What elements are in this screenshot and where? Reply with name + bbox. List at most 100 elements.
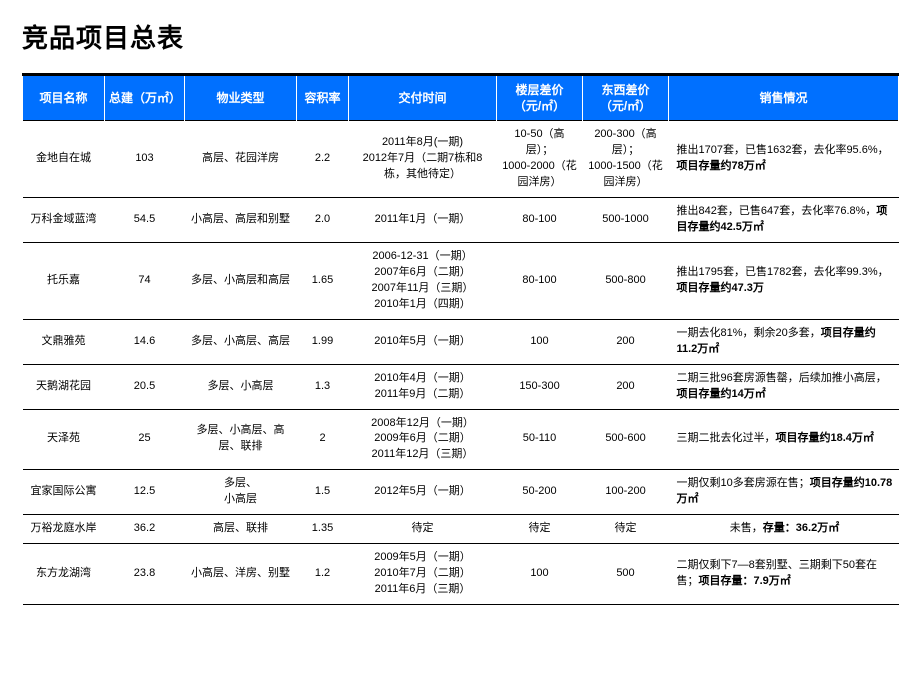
cell-ewdiff: 500-600 xyxy=(583,409,669,470)
sales-text: 二期三批96套房源售罄，后续加推小高层， xyxy=(677,372,887,384)
cell-far: 1.35 xyxy=(297,515,349,544)
cell-area: 36.2 xyxy=(105,515,185,544)
cell-area: 14.6 xyxy=(105,319,185,364)
cell-floordiff: 80-100 xyxy=(497,198,583,243)
cell-ptype: 多层、小高层、高层 xyxy=(185,319,297,364)
cell-delivery: 2010年5月（一期） xyxy=(349,319,497,364)
cell-far: 1.3 xyxy=(297,364,349,409)
cell-ptype: 小高层、洋房、别墅 xyxy=(185,544,297,605)
sales-bold: 存量：36.2万㎡ xyxy=(763,522,839,534)
cell-area: 54.5 xyxy=(105,198,185,243)
cell-name: 天泽苑 xyxy=(23,409,105,470)
header-row: 项目名称 总建（万㎡） 物业类型 容积率 交付时间 楼层差价（元/㎡） 东西差价… xyxy=(23,75,899,121)
cell-far: 1.2 xyxy=(297,544,349,605)
sales-text: 推出1795套，已售1782套，去化率99.3%， xyxy=(677,266,889,278)
table-row: 万裕龙庭水岸36.2高层、联排1.35待定待定待定未售，存量：36.2万㎡ xyxy=(23,515,899,544)
cell-name: 万裕龙庭水岸 xyxy=(23,515,105,544)
cell-area: 12.5 xyxy=(105,470,185,515)
cell-ewdiff: 200 xyxy=(583,364,669,409)
sales-text: 推出1707套，已售1632套，去化率95.6%， xyxy=(677,144,889,156)
cell-area: 74 xyxy=(105,243,185,320)
cell-delivery: 2012年5月（一期） xyxy=(349,470,497,515)
cell-floordiff: 100 xyxy=(497,544,583,605)
sales-bold: 项目存量约14万㎡ xyxy=(677,388,766,400)
cell-delivery: 待定 xyxy=(349,515,497,544)
cell-far: 1.99 xyxy=(297,319,349,364)
sales-bold: 项目存量约18.4万㎡ xyxy=(776,432,874,444)
cell-ewdiff: 100-200 xyxy=(583,470,669,515)
sales-bold: 项目存量：7.9万㎡ xyxy=(699,575,791,587)
cell-delivery: 2006-12-31（一期）2007年6月（二期）2007年11月（三期）201… xyxy=(349,243,497,320)
col-name: 项目名称 xyxy=(23,75,105,121)
table-head: 项目名称 总建（万㎡） 物业类型 容积率 交付时间 楼层差价（元/㎡） 东西差价… xyxy=(23,75,899,121)
table-row: 东方龙湖湾23.8小高层、洋房、别墅1.22009年5月（一期）2010年7月（… xyxy=(23,544,899,605)
cell-far: 1.65 xyxy=(297,243,349,320)
cell-floordiff: 10-50（高层）；1000-2000（花园洋房） xyxy=(497,121,583,198)
col-sales: 销售情况 xyxy=(669,75,899,121)
col-ptype: 物业类型 xyxy=(185,75,297,121)
sales-text: 一期去化81%，剩余20多套， xyxy=(677,327,821,339)
cell-sales: 推出1707套，已售1632套，去化率95.6%， 项目存量约78万㎡ xyxy=(669,121,899,198)
cell-ewdiff: 500-800 xyxy=(583,243,669,320)
cell-name: 托乐嘉 xyxy=(23,243,105,320)
cell-name: 万科金域蓝湾 xyxy=(23,198,105,243)
table-body: 金地自在城103高层、花园洋房2.22011年8月(一期)2012年7月（二期7… xyxy=(23,121,899,605)
page-root: 竞品项目总表 项目名称 总建（万㎡） 物业类型 容积率 交付时间 楼层差价（元/… xyxy=(0,0,920,605)
cell-name: 金地自在城 xyxy=(23,121,105,198)
cell-floordiff: 150-300 xyxy=(497,364,583,409)
cell-name: 宜家国际公寓 xyxy=(23,470,105,515)
col-area: 总建（万㎡） xyxy=(105,75,185,121)
cell-area: 25 xyxy=(105,409,185,470)
cell-sales: 一期去化81%，剩余20多套，项目存量约11.2万㎡ xyxy=(669,319,899,364)
sales-text: 三期二批去化过半， xyxy=(677,432,776,444)
sales-text: 推出842套，已售647套，去化率76.8%， xyxy=(677,205,877,217)
cell-sales: 三期二批去化过半，项目存量约18.4万㎡ xyxy=(669,409,899,470)
table-row: 天鹅湖花园20.5多层、小高层1.32010年4月（一期）2011年9月（二期）… xyxy=(23,364,899,409)
col-delivery: 交付时间 xyxy=(349,75,497,121)
table-row: 文鼎雅苑14.6多层、小高层、高层1.992010年5月（一期）100200一期… xyxy=(23,319,899,364)
cell-ptype: 多层、小高层 xyxy=(185,470,297,515)
cell-ewdiff: 500 xyxy=(583,544,669,605)
cell-name: 东方龙湖湾 xyxy=(23,544,105,605)
cell-floordiff: 50-200 xyxy=(497,470,583,515)
sales-bold: 项目存量约78万㎡ xyxy=(677,160,766,172)
table-row: 万科金域蓝湾54.5小高层、高层和别墅2.02011年1月（一期）80-1005… xyxy=(23,198,899,243)
sales-text: 一期仅剩10多套房源在售； xyxy=(677,477,810,489)
cell-sales: 推出1795套，已售1782套，去化率99.3%， 项目存量约47.3万 xyxy=(669,243,899,320)
cell-delivery: 2008年12月（一期）2009年6月（二期）2011年12月（三期） xyxy=(349,409,497,470)
cell-ewdiff: 200 xyxy=(583,319,669,364)
cell-ptype: 多层、小高层和高层 xyxy=(185,243,297,320)
col-floordiff: 楼层差价（元/㎡） xyxy=(497,75,583,121)
cell-floordiff: 50-110 xyxy=(497,409,583,470)
cell-ewdiff: 200-300（高层）；1000-1500（花园洋房） xyxy=(583,121,669,198)
cell-ptype: 高层、花园洋房 xyxy=(185,121,297,198)
cell-ptype: 高层、联排 xyxy=(185,515,297,544)
cell-delivery: 2009年5月（一期）2010年7月（二期）2011年6月（三期） xyxy=(349,544,497,605)
cell-far: 2.0 xyxy=(297,198,349,243)
cell-area: 23.8 xyxy=(105,544,185,605)
col-ewdiff: 东西差价（元/㎡） xyxy=(583,75,669,121)
table-row: 托乐嘉74多层、小高层和高层1.652006-12-31（一期）2007年6月（… xyxy=(23,243,899,320)
cell-area: 103 xyxy=(105,121,185,198)
competitor-table: 项目名称 总建（万㎡） 物业类型 容积率 交付时间 楼层差价（元/㎡） 东西差价… xyxy=(22,73,899,605)
cell-sales: 二期三批96套房源售罄，后续加推小高层， 项目存量约14万㎡ xyxy=(669,364,899,409)
cell-ptype: 多层、小高层 xyxy=(185,364,297,409)
cell-floordiff: 80-100 xyxy=(497,243,583,320)
table-row: 金地自在城103高层、花园洋房2.22011年8月(一期)2012年7月（二期7… xyxy=(23,121,899,198)
cell-far: 1.5 xyxy=(297,470,349,515)
sales-bold: 项目存量约47.3万 xyxy=(677,282,764,294)
cell-ptype: 小高层、高层和别墅 xyxy=(185,198,297,243)
cell-ewdiff: 500-1000 xyxy=(583,198,669,243)
cell-name: 天鹅湖花园 xyxy=(23,364,105,409)
cell-floordiff: 待定 xyxy=(497,515,583,544)
cell-sales: 一期仅剩10多套房源在售；项目存量约10.78万㎡ xyxy=(669,470,899,515)
cell-area: 20.5 xyxy=(105,364,185,409)
cell-delivery: 2010年4月（一期）2011年9月（二期） xyxy=(349,364,497,409)
page-title: 竞品项目总表 xyxy=(22,18,900,55)
cell-sales: 未售，存量：36.2万㎡ xyxy=(669,515,899,544)
sales-text: 未售， xyxy=(730,522,763,534)
cell-name: 文鼎雅苑 xyxy=(23,319,105,364)
cell-floordiff: 100 xyxy=(497,319,583,364)
table-row: 宜家国际公寓12.5多层、小高层1.52012年5月（一期）50-200100-… xyxy=(23,470,899,515)
cell-ptype: 多层、小高层、高层、联排 xyxy=(185,409,297,470)
